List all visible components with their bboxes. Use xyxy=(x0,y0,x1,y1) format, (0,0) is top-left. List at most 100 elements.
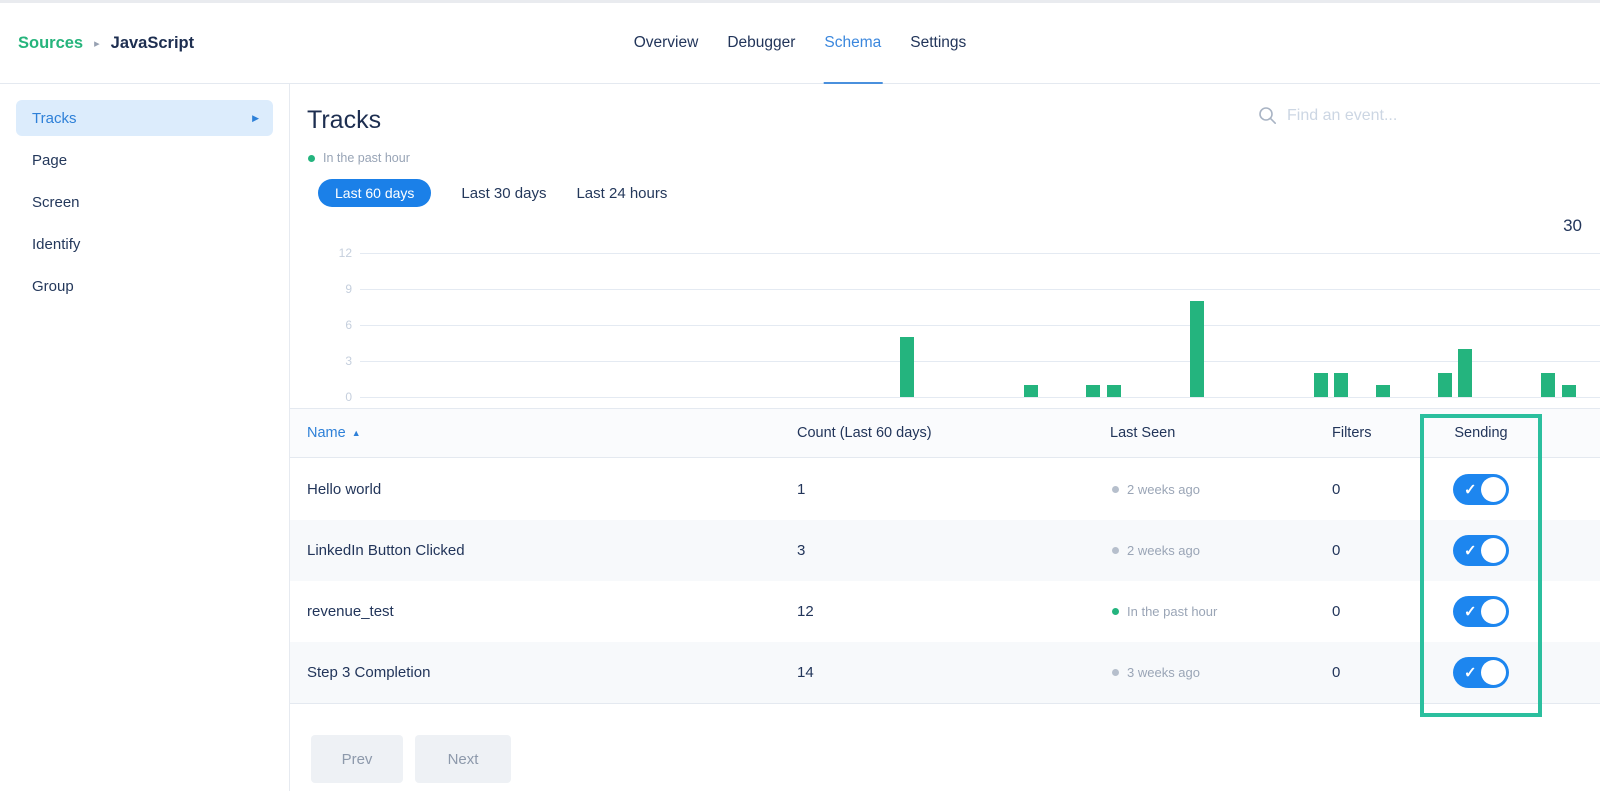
sending-cell: ✓ xyxy=(1420,581,1542,642)
table-header: Name ▲ Count (Last 60 days) Last Seen Fi… xyxy=(290,408,1600,458)
check-icon: ✓ xyxy=(1464,481,1477,499)
sidebar-item-group[interactable]: Group xyxy=(16,268,273,304)
tab-overview[interactable]: Overview xyxy=(633,34,699,51)
range-button-60-days[interactable]: Last 60 days xyxy=(318,179,432,207)
column-header-filters: Filters xyxy=(1332,425,1372,441)
y-axis-tick: 6 xyxy=(345,318,352,332)
sort-asc-icon: ▲ xyxy=(351,428,361,438)
event-last-seen: 2 weeks ago xyxy=(1110,520,1200,581)
toggle-knob xyxy=(1481,660,1506,685)
event-volume-bar xyxy=(1458,349,1473,397)
search-input[interactable] xyxy=(1287,106,1537,125)
sidebar-item-screen[interactable]: Screen xyxy=(16,184,273,220)
sending-toggle[interactable]: ✓ xyxy=(1453,596,1509,627)
event-volume-bar xyxy=(1541,373,1555,397)
event-filters-count: 0 xyxy=(1332,481,1341,498)
stale-dot-icon xyxy=(1112,547,1119,554)
tab-schema[interactable]: Schema xyxy=(823,3,883,84)
sidebar-item-label: Tracks xyxy=(32,109,77,127)
sending-cell: ✓ xyxy=(1420,520,1542,581)
sidebar-item-identify[interactable]: Identify xyxy=(16,226,273,262)
event-volume-bar xyxy=(1437,373,1452,397)
breadcrumb: Sources ▸ JavaScript xyxy=(18,3,194,83)
event-count: 14 xyxy=(797,664,814,681)
sidebar-item-tracks[interactable]: Tracks ▶ xyxy=(16,100,273,136)
event-count: 1 xyxy=(797,481,806,498)
event-filters-count: 0 xyxy=(1332,664,1341,681)
event-volume-bar xyxy=(1561,385,1576,397)
check-icon: ✓ xyxy=(1464,603,1477,621)
column-header-count: Count (Last 60 days) xyxy=(797,425,932,441)
event-volume-bar xyxy=(1375,385,1390,397)
column-header-last-seen: Last Seen xyxy=(1110,425,1176,441)
top-divider xyxy=(0,0,1600,3)
stale-dot-icon xyxy=(1112,486,1119,493)
check-icon: ✓ xyxy=(1464,664,1477,682)
breadcrumb-sources-link[interactable]: Sources xyxy=(18,33,84,52)
sidebar-item-page[interactable]: Page xyxy=(16,142,273,178)
event-filters-count: 0 xyxy=(1332,542,1341,559)
chevron-right-icon: ▶ xyxy=(252,112,259,123)
table-bottom-border xyxy=(290,703,1600,704)
green-dot-icon xyxy=(308,154,315,162)
event-name[interactable]: Hello world xyxy=(307,481,382,498)
event-name[interactable]: Step 3 Completion xyxy=(307,664,431,681)
breadcrumb-arrow-icon: ▸ xyxy=(94,37,100,50)
toggle-knob xyxy=(1481,477,1506,502)
event-volume-bar xyxy=(1107,385,1121,397)
recent-dot-icon xyxy=(1112,608,1119,615)
breadcrumb-source-name: JavaScript xyxy=(110,33,195,52)
search-icon xyxy=(1259,107,1277,125)
y-axis-tick: 3 xyxy=(345,354,352,368)
sending-cell: ✓ xyxy=(1420,459,1542,520)
range-button-24-hours[interactable]: Last 24 hours xyxy=(576,184,668,202)
event-filters-count: 0 xyxy=(1332,603,1341,620)
y-axis-tick: 0 xyxy=(345,390,352,404)
gridline-y12 xyxy=(360,253,1600,254)
event-last-seen: 2 weeks ago xyxy=(1110,459,1200,520)
table-row[interactable]: Step 3 Completion 14 3 weeks ago 0 ✓ xyxy=(290,642,1600,703)
toggle-knob xyxy=(1481,599,1506,624)
event-name[interactable]: LinkedIn Button Clicked xyxy=(307,542,465,559)
sending-toggle[interactable]: ✓ xyxy=(1453,657,1509,688)
sending-toggle[interactable]: ✓ xyxy=(1453,535,1509,566)
event-volume-bar xyxy=(1086,385,1101,397)
app-header: Sources ▸ JavaScript Overview Debugger S… xyxy=(0,3,1600,84)
event-count: 12 xyxy=(797,603,814,620)
table-row[interactable]: Hello world 1 2 weeks ago 0 ✓ xyxy=(290,459,1600,520)
freshness-label: In the past hour xyxy=(323,151,410,165)
event-volume-bar xyxy=(1313,373,1328,397)
event-volume-bar xyxy=(1189,301,1204,397)
chart-total-count: 30 xyxy=(1563,216,1582,235)
event-last-seen: 3 weeks ago xyxy=(1110,642,1200,703)
schema-sidebar: Tracks ▶ Page Screen Identify Group xyxy=(0,84,290,791)
toggle-knob xyxy=(1481,538,1506,563)
tab-debugger[interactable]: Debugger xyxy=(727,34,796,51)
next-button[interactable]: Next xyxy=(415,735,511,783)
y-axis-tick: 9 xyxy=(345,282,352,296)
prev-button[interactable]: Prev xyxy=(311,735,403,783)
event-count: 3 xyxy=(797,542,806,559)
sending-cell: ✓ xyxy=(1420,642,1542,703)
sending-toggle[interactable]: ✓ xyxy=(1453,474,1509,505)
table-row[interactable]: revenue_test 12 In the past hour 0 ✓ xyxy=(290,581,1600,642)
nav-tabs: Overview Debugger Schema Settings xyxy=(633,3,968,84)
column-header-name[interactable]: Name ▲ xyxy=(307,425,361,441)
event-volume-bar xyxy=(1024,385,1039,397)
gridline-y3 xyxy=(360,361,1600,362)
range-button-30-days[interactable]: Last 30 days xyxy=(461,184,547,202)
page-title: Tracks xyxy=(307,106,382,134)
tab-settings[interactable]: Settings xyxy=(910,34,967,51)
sidebar-item-label: Screen xyxy=(32,193,80,211)
gridline-y9 xyxy=(360,289,1600,290)
freshness-indicator: In the past hour xyxy=(308,151,410,165)
time-range-buttons: Last 60 days Last 30 days Last 24 hours xyxy=(318,178,667,208)
event-name[interactable]: revenue_test xyxy=(307,603,394,620)
event-volume-bar xyxy=(1334,373,1349,397)
table-row[interactable]: LinkedIn Button Clicked 3 2 weeks ago 0 … xyxy=(290,520,1600,581)
sidebar-item-label: Identify xyxy=(32,235,81,253)
column-header-sending: Sending xyxy=(1454,425,1508,441)
check-icon: ✓ xyxy=(1464,542,1477,560)
sidebar-item-label: Group xyxy=(32,277,74,295)
